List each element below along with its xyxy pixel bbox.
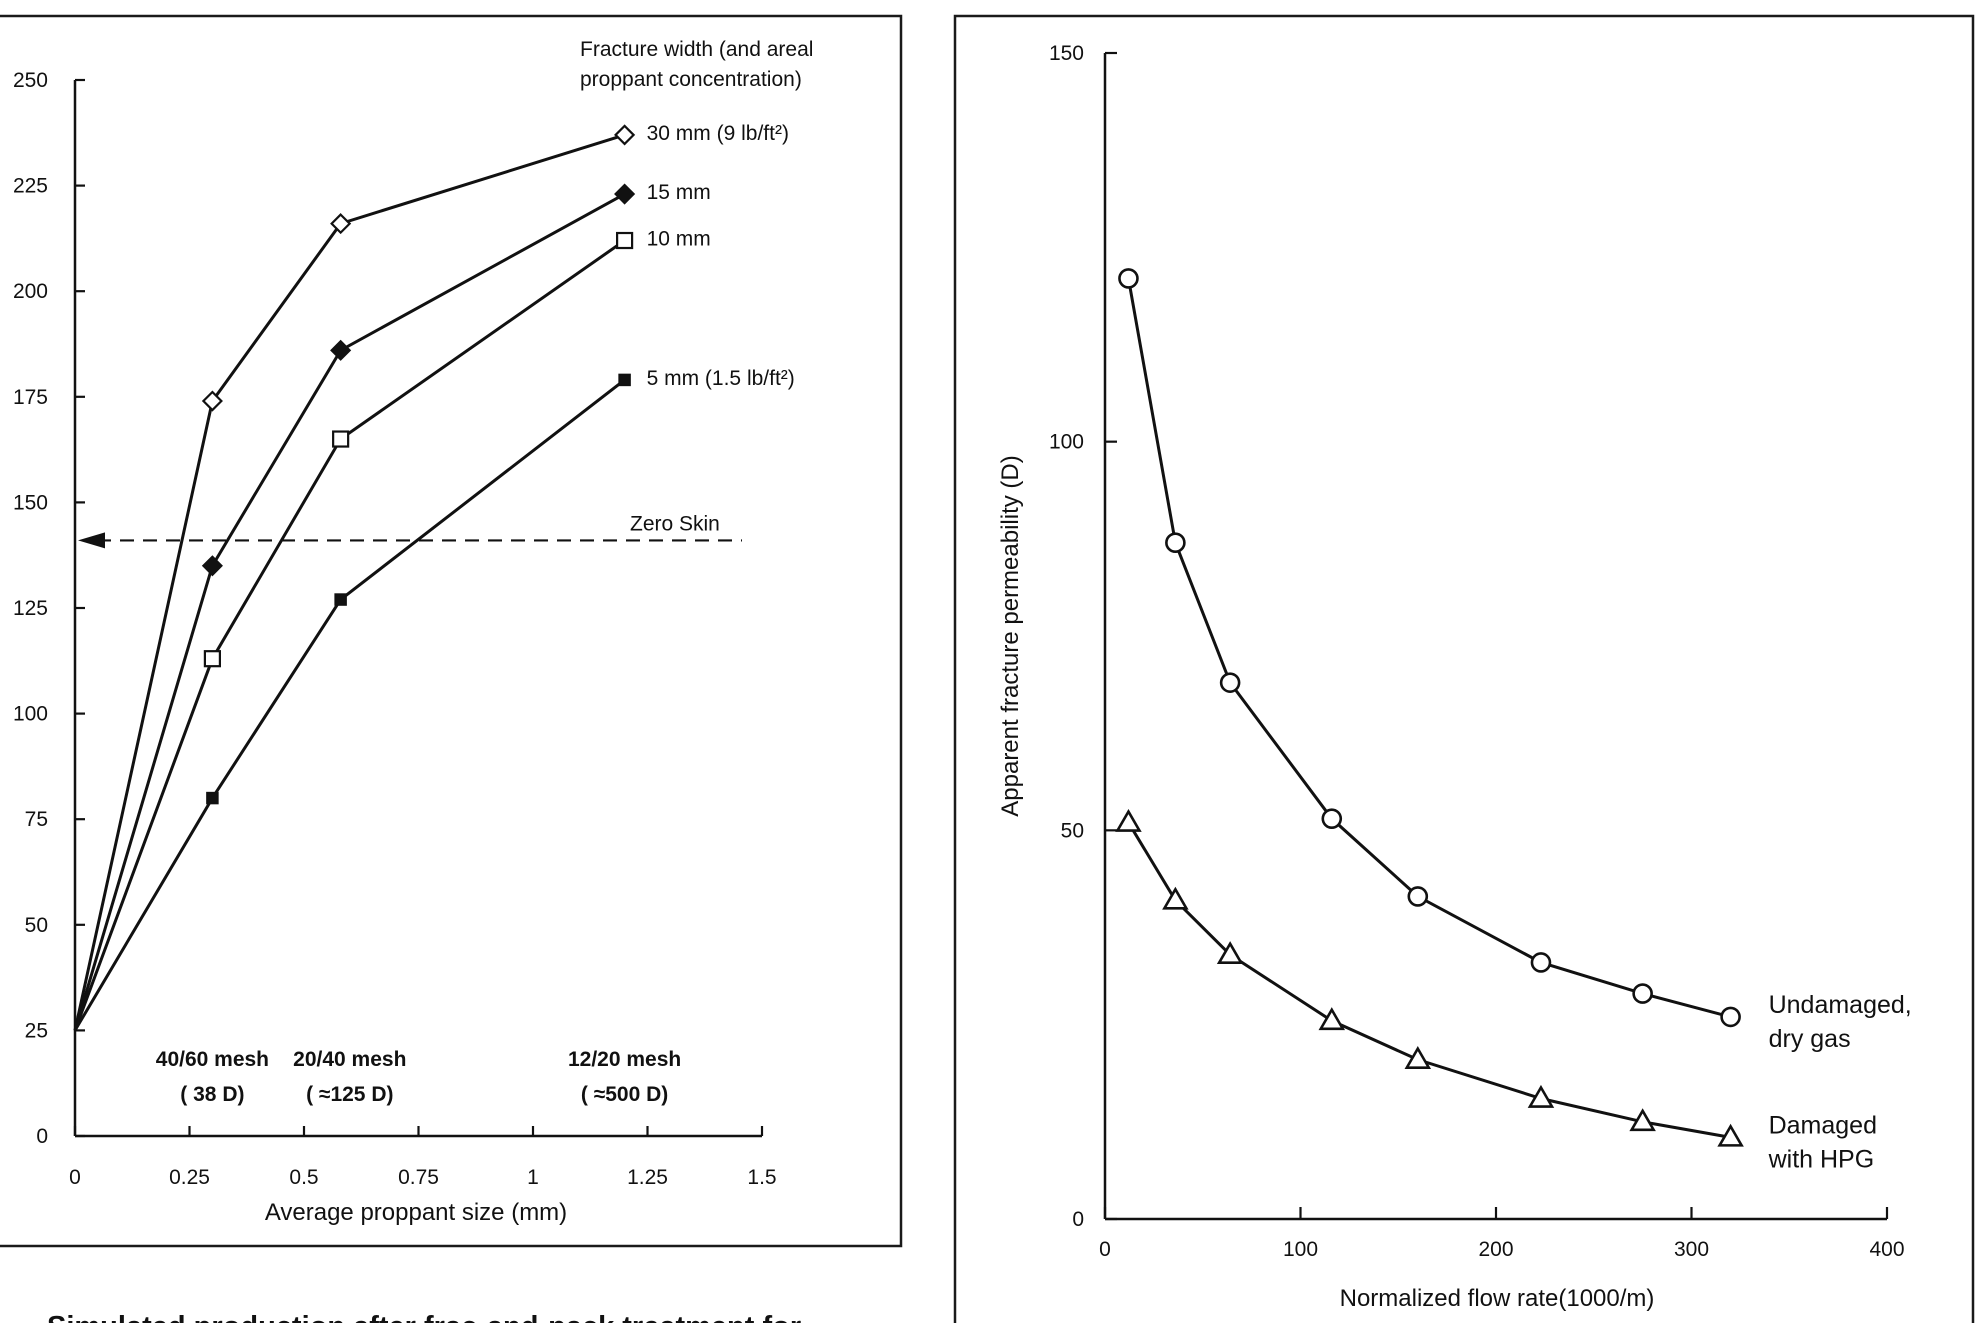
series-label-damaged-with-hpg: Damaged — [1769, 1111, 1877, 1139]
left-y-tick-label: 25 — [25, 1019, 48, 1042]
point-30-mm-9-lb-ft — [614, 124, 636, 146]
mesh-label: 12/20 mesh — [568, 1048, 681, 1071]
point-undamaged-dry-gas — [1632, 983, 1653, 1004]
left-y-tick-label: 200 — [13, 280, 48, 303]
left-x-tick-label: 1 — [527, 1166, 539, 1189]
right-y-axis-label: Apparent fracture permeability (D) — [997, 455, 1024, 816]
legend-label-30-mm-9-lb-ft: 30 mm (9 lb/ft²) — [647, 122, 789, 145]
point-15-mm — [201, 555, 223, 577]
point-10-mm — [332, 430, 350, 448]
point-5-mm-1-5-lb-ft — [334, 593, 347, 606]
point-damaged-with-hpg — [1216, 941, 1244, 965]
left-x-tick-label: 0.25 — [169, 1166, 210, 1189]
point-undamaged-dry-gas — [1321, 808, 1343, 829]
series-line-damaged-with-hpg — [1127, 821, 1731, 1139]
left-y-tick-label: 225 — [13, 175, 48, 198]
point-15-mm — [614, 183, 636, 205]
left-chart-frame — [0, 14, 903, 1248]
right-x-tick-label: 0 — [1099, 1238, 1111, 1261]
legend-title-line-2: proppant concentration) — [580, 68, 802, 91]
left-x-tick-label: 0.5 — [289, 1166, 318, 1189]
right-chart-frame — [953, 14, 1975, 1323]
mesh-permeability-label: ( ≈125 D) — [306, 1083, 393, 1106]
left-y-tick-label: 150 — [13, 491, 48, 514]
left-y-tick-label: 0 — [36, 1125, 48, 1148]
point-undamaged-dry-gas — [1165, 532, 1186, 554]
mesh-permeability-label: ( ≈500 D) — [581, 1083, 668, 1106]
left-x-tick-label: 1.25 — [627, 1166, 668, 1189]
legend-label-5-mm-1-5-lb-ft: 5 mm (1.5 lb/ft²) — [647, 367, 795, 390]
legend-label-10-mm: 10 mm — [647, 228, 711, 251]
series-label-damaged-with-hpg: with HPG — [1768, 1145, 1875, 1173]
legend-title-line-1: Fracture width (and areal — [580, 38, 813, 61]
point-damaged-with-hpg — [1717, 1123, 1744, 1147]
series-line-15-mm — [73, 192, 626, 1031]
mesh-label: 20/40 mesh — [293, 1048, 406, 1071]
left-y-tick-label: 125 — [13, 597, 48, 620]
point-damaged-with-hpg — [1318, 1007, 1346, 1031]
point-30-mm-9-lb-ft — [201, 390, 223, 412]
right-x-axis-label: Normalized flow rate(1000/m) — [1340, 1285, 1655, 1312]
left-chart: 0 25 50 75 100 125 150 175 200 225 250 0 0.25 0.5 0.75… — [0, 14, 903, 1248]
series-label-undamaged-dry-gas: Undamaged, — [1769, 991, 1912, 1019]
point-undamaged-dry-gas — [1720, 1006, 1741, 1028]
series-label-undamaged-dry-gas: dry gas — [1769, 1025, 1851, 1053]
right-x-tick-label: 400 — [1869, 1238, 1904, 1261]
right-x-tick-label: 200 — [1478, 1238, 1513, 1261]
point-undamaged-dry-gas — [1407, 886, 1429, 907]
mesh-permeability-label: ( 38 D) — [180, 1083, 244, 1106]
point-10-mm — [203, 650, 221, 668]
point-5-mm-1-5-lb-ft — [618, 373, 631, 387]
point-15-mm — [330, 339, 352, 361]
left-x-tick-label: 0.75 — [398, 1166, 439, 1189]
left-y-tick-label: 50 — [25, 914, 48, 937]
left-y-tick-label: 175 — [13, 386, 48, 409]
right-y-tick-label: 100 — [1049, 431, 1084, 454]
series-line-5-mm-1-5-lb-ft — [73, 378, 626, 1032]
right-y-tick-label: 50 — [1061, 819, 1084, 842]
right-y-tick-label: 0 — [1072, 1208, 1084, 1231]
point-10-mm — [615, 231, 634, 250]
right-x-tick-label: 300 — [1674, 1238, 1709, 1261]
series-line-30-mm-9-lb-ft — [73, 133, 626, 1031]
point-damaged-with-hpg — [1527, 1084, 1555, 1108]
series-line-10-mm — [73, 239, 626, 1031]
point-damaged-with-hpg — [1629, 1108, 1656, 1132]
figure-caption: —Simulated production after frac-and-pac… — [18, 1311, 801, 1323]
left-y-tick-label: 250 — [13, 69, 48, 92]
zero-skin-label: Zero Skin — [630, 512, 720, 535]
right-x-tick-label: 100 — [1283, 1238, 1318, 1261]
zero-skin-arrowhead — [78, 532, 105, 549]
point-undamaged-dry-gas — [1530, 952, 1552, 973]
point-5-mm-1-5-lb-ft — [206, 791, 219, 805]
left-x-tick-label: 1.5 — [747, 1166, 776, 1189]
left-y-tick-label: 100 — [13, 703, 48, 726]
left-y-tick-label: 75 — [25, 808, 48, 831]
right-chart: 0 50 100 150 0 100 200 300 400 Undamaged, dry gas… — [953, 14, 1975, 1323]
left-x-tick-label: 0 — [69, 1166, 81, 1189]
point-damaged-with-hpg — [1115, 808, 1142, 832]
left-x-axis-label: Average proppant size (mm) — [265, 1199, 567, 1226]
point-30-mm-9-lb-ft — [330, 213, 352, 235]
point-undamaged-dry-gas — [1219, 672, 1241, 693]
series-line-undamaged-dry-gas — [1126, 278, 1731, 1019]
right-y-tick-label: 150 — [1049, 42, 1084, 65]
point-damaged-with-hpg — [1404, 1046, 1432, 1069]
mesh-label: 40/60 mesh — [156, 1048, 269, 1071]
legend-label-15-mm: 15 mm — [647, 181, 711, 204]
point-damaged-with-hpg — [1162, 886, 1189, 910]
point-undamaged-dry-gas — [1118, 268, 1139, 289]
